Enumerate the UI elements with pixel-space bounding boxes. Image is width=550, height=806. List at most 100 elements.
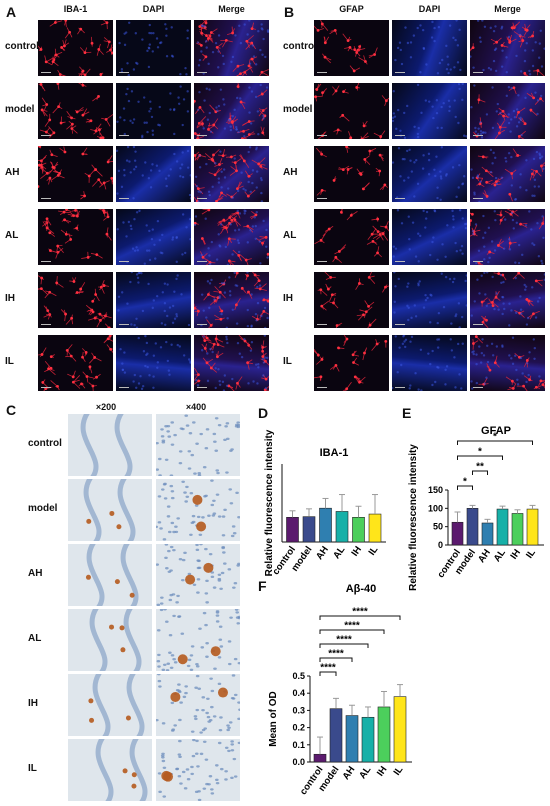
panel_b-micrograph-blue (392, 20, 467, 76)
ihc-image-x400 (156, 739, 240, 801)
panel_a-micrograph-merge (194, 20, 269, 76)
panel_a-row-label: model (5, 104, 35, 115)
scale-bar (473, 324, 483, 325)
scale-bar (317, 198, 327, 199)
panel_b-micrograph-red (314, 83, 389, 139)
significance-bracket (457, 485, 473, 490)
scale-bar (317, 72, 327, 73)
bar-model (329, 708, 343, 763)
panel-letter-e: E (402, 405, 412, 421)
panel_a-micrograph-merge (194, 209, 269, 265)
panel_a-row-label: control (5, 41, 39, 52)
panel_b-micrograph-blue (392, 272, 467, 328)
significance-label: * (478, 447, 482, 458)
y-axis-label: Relative fluorescence intensity (408, 444, 419, 591)
panel_a-col-header: IBA-1 (63, 4, 88, 14)
scale-bar (473, 135, 483, 136)
bar-control (313, 753, 327, 763)
ihc-image-x400 (156, 414, 240, 476)
scale-bar (395, 72, 405, 73)
panel_b-micrograph-merge (470, 83, 545, 139)
scale-bar (119, 324, 129, 325)
panel_a-row-label: IL (5, 356, 14, 367)
panel_b-micrograph-merge (470, 20, 545, 76)
panel-letter-b: B (284, 4, 295, 20)
y-tick-label: 0.4 (292, 688, 305, 698)
significance-bracket (319, 671, 337, 676)
bar-AL (361, 716, 375, 763)
panel_a-micrograph-red (38, 20, 113, 76)
panel-c-row-label: AH (28, 568, 43, 579)
panel_a-micrograph-blue (116, 209, 191, 265)
bar-IL (526, 508, 539, 546)
panel_b-micrograph-red (314, 272, 389, 328)
panel_b-row-label: AL (283, 230, 297, 241)
panel_b-row-label: AH (283, 167, 298, 178)
panel-letter-a: A (6, 4, 17, 20)
panel_b-col-header: GFAP (339, 4, 364, 14)
panel_a-micrograph-merge (194, 146, 269, 202)
ihc-image-x400 (156, 479, 240, 541)
panel-letter-d: D (258, 405, 269, 421)
significance-bracket (319, 615, 401, 620)
panel-c-row-label: AL (28, 633, 42, 644)
panel-letter-f: F (258, 578, 267, 594)
scale-bar (41, 198, 51, 199)
panel_a-row-label: IH (5, 293, 15, 304)
panel_b-row-label: IL (283, 356, 292, 367)
significance-label: ** (476, 462, 484, 473)
chart-title: GFAP (481, 425, 511, 437)
panel_a-row-label: AH (5, 167, 20, 178)
significance-label: **** (320, 663, 336, 674)
panel-letter-c: C (6, 402, 17, 418)
y-tick-label: 100 (428, 503, 443, 513)
y-tick-label: 0.2 (292, 723, 305, 733)
significance-label: **** (344, 621, 360, 632)
panel_a-micrograph-red (38, 83, 113, 139)
significance-label: **** (328, 649, 344, 660)
panel_b-col-header: DAPI (418, 4, 441, 14)
scale-bar (395, 135, 405, 136)
x-tick-label: IL (392, 764, 406, 777)
x-tick-label: AL (492, 547, 508, 564)
panel_a-micrograph-blue (116, 20, 191, 76)
scale-bar (317, 387, 327, 388)
bar-AL (335, 511, 349, 543)
scale-bar (197, 198, 207, 199)
scale-bar (119, 387, 129, 388)
y-tick-label: 0.5 (292, 671, 305, 681)
panel-c-row-label: IL (28, 763, 37, 774)
panel_b-micrograph-blue (392, 209, 467, 265)
panel_b-micrograph-blue (392, 335, 467, 391)
panel_b-micrograph-red (314, 209, 389, 265)
panel_a-micrograph-blue (116, 272, 191, 328)
x-tick-label: AL (357, 764, 373, 781)
significance-label: **** (352, 607, 368, 618)
scale-bar (473, 261, 483, 262)
ihc-image-x400 (156, 544, 240, 606)
panel_a-micrograph-blue (116, 83, 191, 139)
scale-bar (395, 198, 405, 199)
panel_a-micrograph-merge (194, 272, 269, 328)
scale-bar (473, 198, 483, 199)
panel_b-col-header: Merge (494, 4, 521, 14)
significance-bracket (319, 657, 353, 662)
panel_a-col-header: Merge (218, 4, 245, 14)
y-tick-label: 0 (438, 540, 443, 550)
panel_b-micrograph-red (314, 146, 389, 202)
ihc-image-x200 (68, 479, 152, 541)
x-tick-label: IH (375, 764, 390, 778)
ihc-image-x400 (156, 609, 240, 671)
x-tick-label: IH (508, 547, 523, 561)
scale-bar (41, 135, 51, 136)
ihc-image-x400 (156, 674, 240, 736)
y-tick-label: 0.3 (292, 705, 305, 715)
panel_a-micrograph-merge (194, 335, 269, 391)
scale-bar (41, 72, 51, 73)
panel_a-micrograph-red (38, 335, 113, 391)
scale-bar (119, 198, 129, 199)
panel_b-micrograph-red (314, 335, 389, 391)
bar-AH (319, 507, 332, 543)
panel_a-micrograph-blue (116, 146, 191, 202)
